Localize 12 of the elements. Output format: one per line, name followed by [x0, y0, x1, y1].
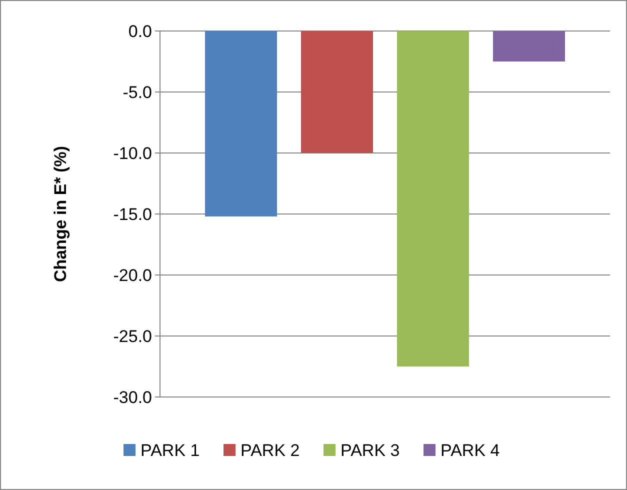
y-tick-label: 0.0: [128, 22, 152, 41]
y-tick-label: -15.0: [113, 204, 152, 224]
legend-label: PARK 2: [240, 440, 300, 460]
y-tick-label: -5.0: [122, 82, 152, 102]
y-tick-label: -20.0: [113, 266, 152, 285]
y-tick-label: -25.0: [113, 326, 152, 346]
y-axis-title: Change in E* (%): [51, 146, 70, 282]
legend-label: PARK 4: [440, 440, 500, 460]
y-tick-label: -10.0: [113, 144, 152, 163]
y-tick-label: -30.0: [113, 388, 152, 407]
legend-label: PARK 3: [340, 440, 400, 460]
legend-label: PARK 1: [140, 440, 200, 460]
